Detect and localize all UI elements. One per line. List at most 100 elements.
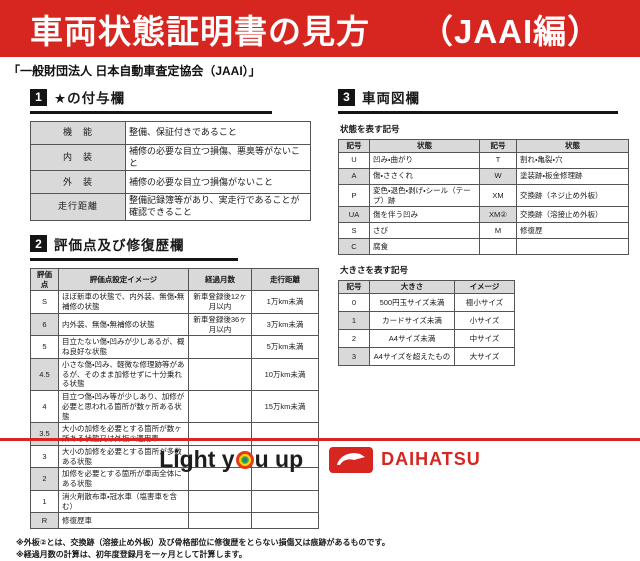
column-header: イメージ	[454, 280, 515, 294]
table-cell: 塗装跡・板金修理跡	[516, 167, 629, 185]
table-row: 3 大小の加修を必要とする箇所が多数ある状態	[30, 444, 319, 469]
table-row: 0 500円玉サイズ未満 極小サイズ	[338, 293, 515, 312]
left-column: 1 ★の付与欄 機 能整備、保証付きであること内 装補修の必要な目立つ損傷、悪臭…	[30, 81, 322, 530]
table-cell: 500円玉サイズ未満	[369, 293, 455, 312]
table-cell: 3万km未満	[251, 312, 319, 337]
table-row: S ほぼ新車の状態で、内外装、無傷・無補修の状態 新車登録後12ヶ月以内 1万km未満	[30, 290, 319, 314]
table-cell: A	[338, 167, 370, 185]
light-you-up-logo: Light y u up	[159, 446, 303, 473]
table-cell: 1	[30, 489, 59, 514]
grade-table: 評価点 評価点設定イメージ 経過月数 走行距離 S ほぼ新車の状態で、内外装、無傷・無補修…	[30, 267, 319, 530]
table-cell: XM	[479, 183, 517, 208]
table-cell: 内外装、無傷・無補修の状態	[58, 312, 189, 337]
table-cell: 小さな傷・凹み、軽微な修理跡等があるが、そのまま加修せずに十分乗れる状態	[58, 357, 189, 392]
table-cell: 1万km未満	[251, 290, 319, 314]
table-cell: 目立たない傷・凹みが少しあるが、概ね良好な状態	[58, 335, 189, 359]
tagline-text: u up	[254, 446, 304, 472]
table-row: C 腐食	[338, 238, 629, 256]
section-title: 車両図欄	[362, 91, 420, 106]
table-cell: 3.5	[30, 422, 59, 446]
table-cell: さび	[369, 222, 480, 240]
table-row: 6 内外装、無傷・無補修の状態 新車登録後36ヶ月以内 3万km未満	[30, 312, 319, 337]
table-cell: ほぼ新車の状態で、内外装、無傷・無補修の状態	[58, 290, 189, 314]
column-header: 記号	[338, 139, 370, 153]
table-cell	[188, 512, 252, 530]
table-cell: 外 装	[30, 170, 126, 195]
table-cell: 新車登録後12ヶ月以内	[188, 290, 252, 314]
table-row: 3.5大小の加修を必要とする箇所が数ヶ所ある状態又は外板②適用車	[30, 422, 319, 446]
page-title-edition: （JAAI編）	[420, 12, 602, 50]
table-cell: 機 能	[30, 121, 126, 145]
table-cell: R	[30, 512, 59, 530]
table-cell: A4サイズを超えたもの	[369, 347, 455, 366]
section-title: ★の付与欄	[54, 91, 126, 106]
table-cell: 修復歴	[516, 222, 629, 240]
table-cell: UA	[338, 206, 370, 224]
table-cell: 大サイズ	[454, 347, 515, 366]
table-cell: 3	[338, 347, 370, 366]
footer-divider	[0, 438, 640, 441]
section-number-badge: 2	[30, 235, 47, 253]
table-cell	[188, 489, 252, 514]
table-row: 機 能整備、保証付きであること	[30, 121, 311, 145]
table-cell: A4サイズ未満	[369, 329, 455, 348]
table-cell: W	[479, 167, 517, 185]
table-cell	[188, 422, 252, 446]
table-row: U 凹み・曲がり T 割れ・亀裂・穴	[338, 151, 629, 169]
star-criteria-table: 機 能整備、保証付きであること内 装補修の必要な目立つ損傷、悪臭等がないこと外 …	[30, 121, 311, 221]
table-row: 外 装補修の必要な目立つ損傷がないこと	[30, 170, 311, 195]
page-title: 車両状態証明書の見方	[30, 12, 370, 50]
table-row: UA 傷を伴う凹み XM② 交換跡（溶接止め外板）	[338, 206, 629, 224]
table-cell	[188, 357, 252, 392]
column-header: 状態	[369, 139, 480, 153]
table-cell: T	[479, 151, 517, 169]
footnote-line: ※外板②とは、交換跡（溶接止め外板）及び骨格部位に修復歴をとらない損傷又は痕跡が…	[16, 538, 390, 548]
column-header: 大きさ	[369, 280, 455, 294]
table-cell: 極小サイズ	[454, 293, 515, 312]
footer: Light y u up DAIHATSU	[0, 446, 640, 473]
section-number-badge: 3	[338, 88, 355, 106]
table-cell	[479, 238, 517, 256]
table-cell: 2	[338, 329, 370, 348]
table-cell: 小サイズ	[454, 311, 515, 330]
column-header: 経過月数	[188, 267, 252, 292]
column-header: 評価点設定イメージ	[58, 267, 189, 292]
table-cell: P	[338, 183, 370, 208]
table-row: P 変色・退色・剥げ・シール（テープ）跡 XM 交換跡（ネジ止め外板）	[338, 183, 629, 208]
size-symbols-table: 記号 大きさ イメージ 0 500円玉サイズ未満 極小サイズ 1 カードサイズ未満 小サイズ 2 A…	[338, 280, 515, 366]
table-cell: 4.5	[30, 357, 59, 392]
condition-symbols-table: 記号 状態 記号 状態 U 凹み・曲がり T 割れ・亀裂・穴 A 傷・ささくれ W 塗装跡・板金修理跡…	[338, 139, 629, 256]
table-cell: 15万km未満	[251, 389, 319, 424]
association-name: 「一般財団法人 日本自動車査定協会（JAAI）」	[8, 64, 261, 78]
table-cell: S	[338, 222, 370, 240]
table-cell: 整備記録簿等があり、実走行であることが確認できること	[125, 193, 311, 221]
daihatsu-logo: DAIHATSU	[329, 446, 481, 473]
table-cell: 5万km未満	[251, 335, 319, 359]
table-cell: 6	[30, 312, 59, 337]
column-header: 走行距離	[251, 267, 319, 292]
table-cell: 傷を伴う凹み	[369, 206, 480, 224]
table-row: 4 目立つ傷・凹み等が少しあり、加修が必要と思われる箇所が数ヶ所ある状態 15万km…	[30, 389, 319, 424]
size-symbols-caption: 大きさを表す記号	[340, 265, 409, 276]
column-header: 評価点	[30, 267, 59, 292]
target-rings-icon	[235, 450, 254, 469]
footnote-line: ※経過月数の計算は、初年度登録月を一ヶ月として計算します。	[16, 550, 247, 560]
condition-symbols-caption: 状態を表す記号	[340, 124, 400, 134]
section-header-diagram: 3 車両図欄	[338, 87, 618, 114]
table-row: S さび M 修復歴	[338, 222, 629, 240]
table-row: 4.5 小さな傷・凹み、軽微な修理跡等があるが、そのまま加修せずに十分乗れる状態 1…	[30, 357, 319, 392]
table-row: 1 消火剤散布車・冠水車（塩害車を含む）	[30, 489, 319, 514]
table-cell: 割れ・亀裂・穴	[516, 151, 629, 169]
table-cell	[188, 335, 252, 359]
table-cell: 5	[30, 335, 59, 359]
table-cell	[188, 389, 252, 424]
table-cell: 傷・ささくれ	[369, 167, 480, 185]
table-cell: 交換跡（溶接止め外板）	[516, 206, 629, 224]
column-header: 記号	[338, 280, 370, 294]
table-row: 1 カードサイズ未満 小サイズ	[338, 311, 515, 330]
title-banner: 車両状態証明書の見方 （JAAI編）	[0, 0, 640, 57]
table-cell: XM②	[479, 206, 517, 224]
table-row: 走行距離 整備記録簿等があり、実走行であることが確認できること	[30, 193, 311, 221]
table-cell: M	[479, 222, 517, 240]
table-cell: S	[30, 290, 59, 314]
